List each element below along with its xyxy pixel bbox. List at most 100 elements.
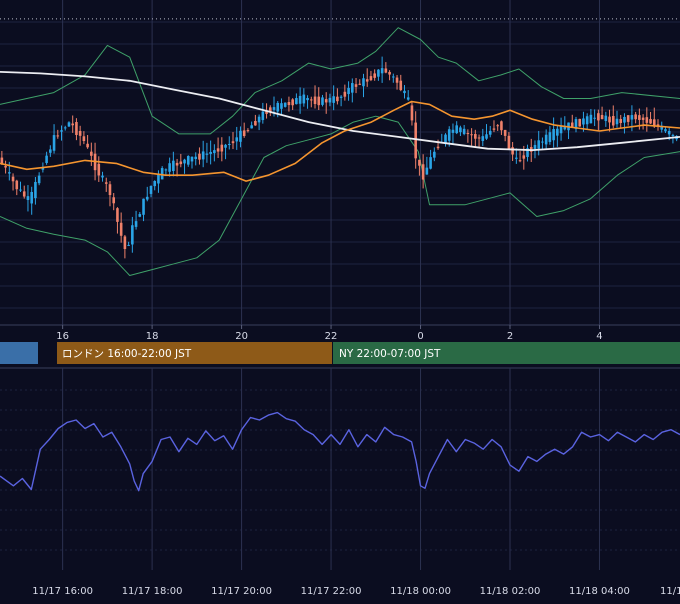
- candle-down: [507, 135, 511, 150]
- session-tokyo: [0, 342, 38, 364]
- candle-up: [227, 143, 231, 145]
- candle-up: [321, 97, 324, 105]
- candle-up: [582, 118, 585, 125]
- candle-up: [149, 185, 153, 194]
- candle-up: [425, 167, 429, 175]
- bottom-axis-tick-label: 11/18 00:00: [390, 586, 451, 597]
- candle-up: [283, 102, 287, 107]
- candle-down: [511, 147, 514, 155]
- candle-up: [145, 196, 149, 200]
- candle-down: [0, 157, 4, 164]
- candle-down: [373, 73, 376, 78]
- upper-x-axis: 16 18 20 22 0 2 4: [56, 325, 603, 342]
- candle-down: [78, 130, 82, 136]
- candle-up: [604, 115, 608, 121]
- candle-down: [474, 134, 477, 139]
- candle-down: [414, 122, 417, 159]
- candle-up: [45, 155, 48, 163]
- candle-up: [444, 134, 447, 143]
- candle-down: [388, 71, 391, 75]
- candle-up: [250, 125, 253, 129]
- candle-up: [41, 167, 45, 170]
- candle-up: [138, 214, 142, 217]
- candle-down: [246, 130, 250, 132]
- candle-up: [30, 192, 33, 204]
- candle-down: [399, 80, 403, 91]
- candle-down: [75, 122, 78, 135]
- bottom-x-axis: 11/17 16:00 11/17 18:00 11/17 20:00 11/17 2…: [32, 586, 680, 597]
- candle-down: [503, 129, 507, 136]
- candle-up: [671, 134, 675, 136]
- candle-up: [235, 137, 239, 142]
- candle-down: [656, 124, 660, 127]
- candle-up: [563, 126, 567, 130]
- candlesticks: [0, 56, 678, 259]
- candle-down: [324, 99, 328, 103]
- candle-down: [496, 125, 499, 127]
- candle-down: [608, 116, 611, 123]
- candle-down: [645, 117, 649, 123]
- candle-up: [377, 69, 380, 77]
- candle-up: [295, 98, 298, 105]
- candle-up: [157, 173, 160, 184]
- candle-down: [265, 110, 268, 114]
- candle-down: [611, 115, 615, 126]
- candle-down: [220, 144, 224, 152]
- upper-axis-tick-label: 20: [235, 331, 248, 342]
- candle-down: [638, 115, 641, 120]
- candle-up: [593, 117, 596, 119]
- candle-up: [168, 163, 171, 172]
- candle-up: [630, 115, 634, 120]
- bottom-axis-tick-label: 11/18 0: [660, 586, 680, 597]
- candle-up: [526, 148, 529, 157]
- candle-up: [481, 136, 485, 141]
- candle-down: [254, 120, 257, 126]
- candle-down: [570, 122, 574, 128]
- candle-down: [336, 96, 339, 102]
- candle-up: [347, 87, 350, 95]
- candle-up: [8, 172, 11, 174]
- candle-up: [153, 180, 157, 187]
- candle-down: [4, 165, 7, 168]
- candle-up: [664, 129, 667, 132]
- candle-up: [362, 78, 365, 87]
- candle-down: [242, 130, 246, 137]
- candle-down: [492, 128, 496, 130]
- candle-down: [268, 107, 272, 112]
- bottom-axis-tick-label: 11/17 16:00: [32, 586, 93, 597]
- candle-up: [298, 95, 302, 104]
- candle-down: [597, 113, 600, 121]
- candle-up: [272, 107, 276, 110]
- upper-axis-tick-label: 18: [146, 331, 159, 342]
- moving-averages: [0, 71, 680, 182]
- candle-down: [354, 84, 358, 87]
- candle-up: [302, 94, 306, 104]
- candle-up: [224, 144, 227, 148]
- candle-up: [164, 169, 168, 171]
- candle-up: [556, 128, 559, 136]
- bottom-axis-tick-label: 11/17 20:00: [211, 586, 272, 597]
- candle-down: [317, 96, 321, 106]
- candle-up: [552, 129, 555, 141]
- candle-down: [216, 148, 220, 152]
- candle-up: [488, 130, 492, 135]
- candle-down: [619, 118, 623, 124]
- oscillator-line: [0, 411, 680, 492]
- candle-down: [287, 102, 291, 106]
- candle-up: [406, 97, 410, 100]
- candle-up: [485, 134, 488, 139]
- candle-up: [239, 130, 242, 142]
- candle-down: [175, 162, 179, 166]
- candle-up: [276, 102, 280, 112]
- candle-down: [116, 208, 119, 222]
- upper-axis-tick-label: 2: [507, 331, 513, 342]
- candle-down: [626, 115, 630, 122]
- candle-up: [34, 181, 37, 199]
- candle-up: [589, 114, 593, 124]
- candle-up: [451, 129, 455, 133]
- candle-down: [86, 143, 89, 148]
- candle-up: [127, 244, 130, 246]
